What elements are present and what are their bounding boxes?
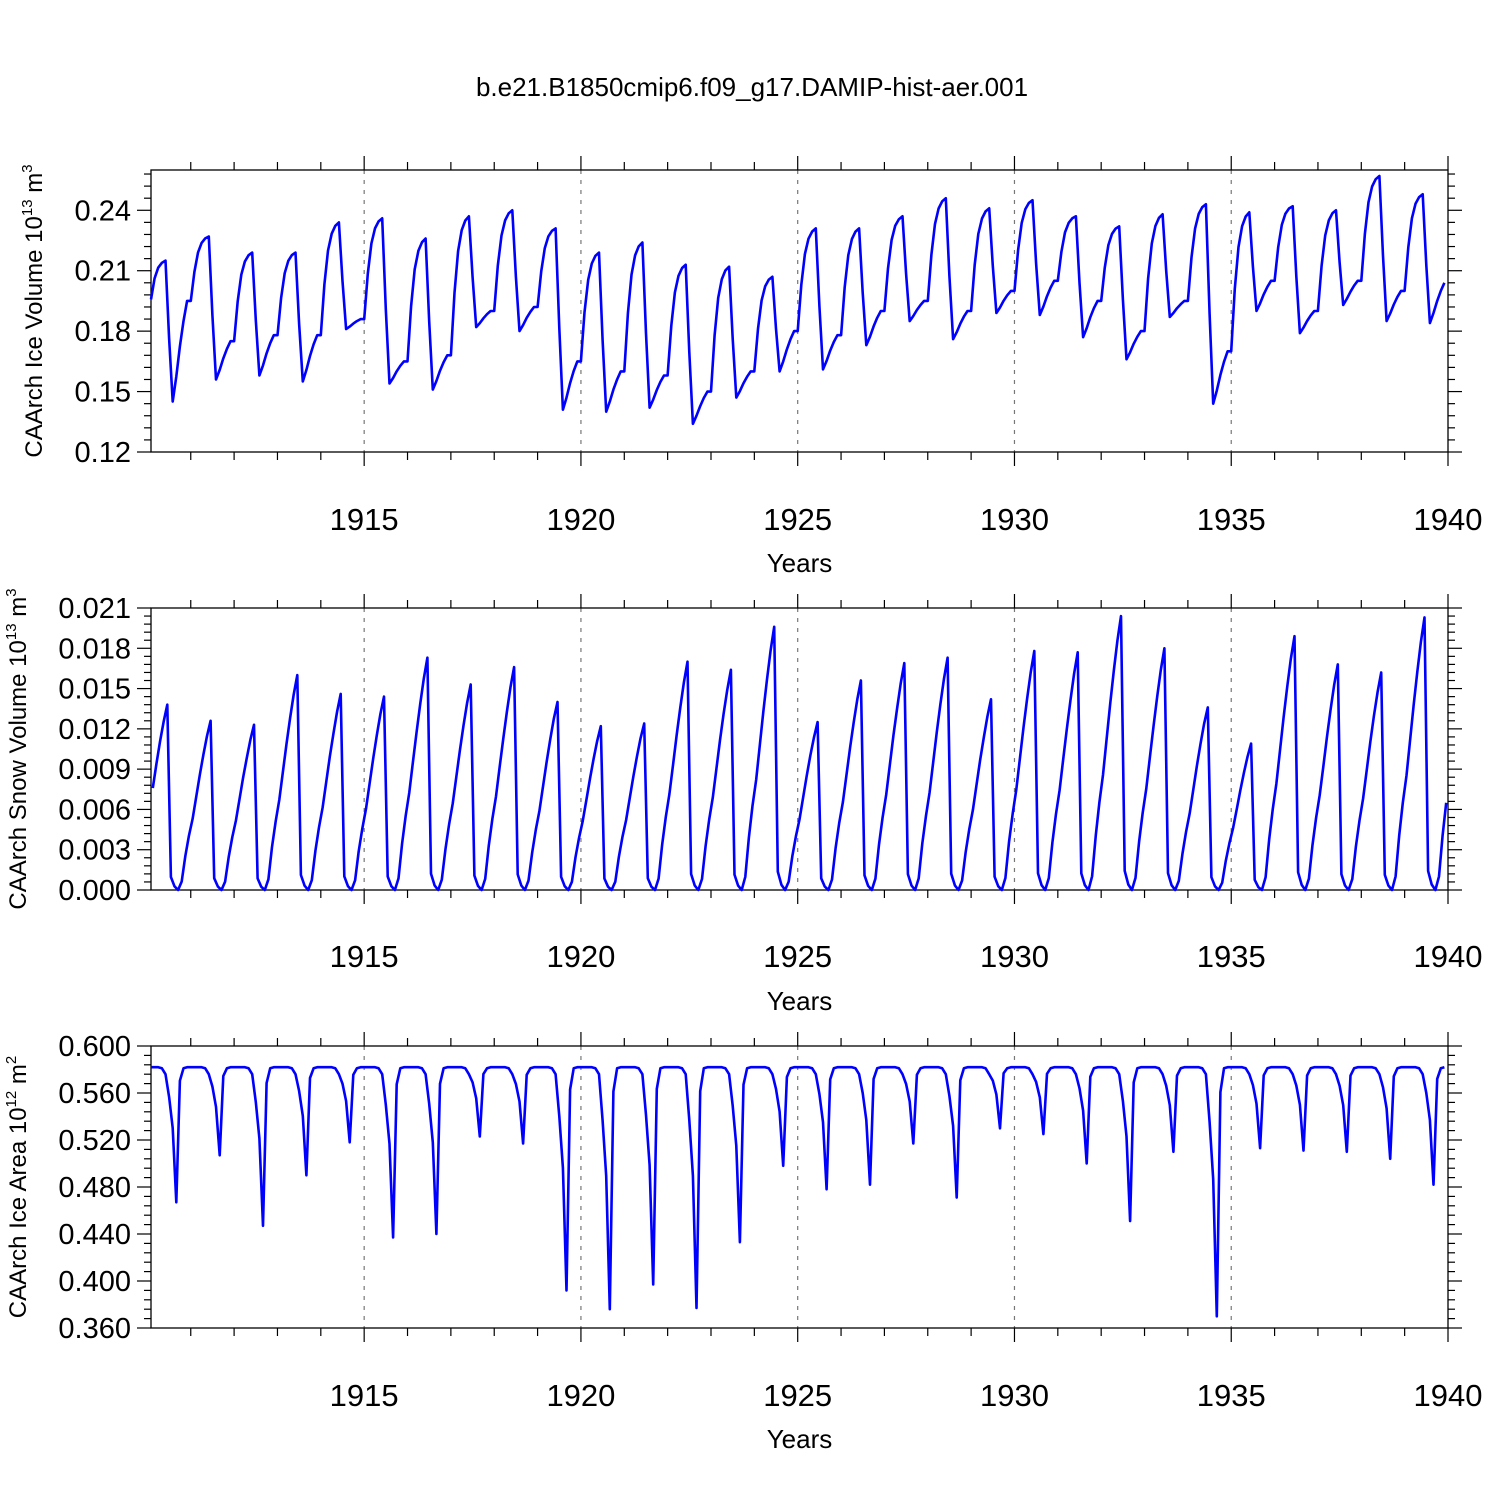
x-tick-label: 1935 xyxy=(1197,939,1266,974)
x-axis-title: Years xyxy=(767,548,833,578)
y-tick-label: 0.21 xyxy=(75,256,131,288)
chart-panel-3: 0.360 0.400 0.440 0.480 0.520 0.560 0.600 1915 1… xyxy=(3,1031,1482,1454)
y-tick-label: 0.24 xyxy=(75,195,131,227)
y-tick-label: 0.18 xyxy=(75,316,131,348)
y-axis-title-superscript: 2 xyxy=(3,1056,20,1064)
x-tick-label: 1930 xyxy=(980,939,1049,974)
plot-frame xyxy=(150,169,1449,453)
y-tick-label: 0.003 xyxy=(58,835,131,867)
x-tick-label: 1930 xyxy=(980,502,1049,537)
y-axis-title-superscript: 13 xyxy=(19,199,36,216)
y-tick-label: 0.018 xyxy=(58,633,131,665)
y-tick-label: 0.480 xyxy=(58,1172,131,1204)
x-axis-title: Years xyxy=(767,1424,833,1454)
panels: 0.12 0.15 0.18 0.21 0.24 1915 1920 1925 1930 1935… xyxy=(3,156,1482,1454)
x-tick-label: 1915 xyxy=(330,1378,399,1413)
y-tick-label: 0.12 xyxy=(75,437,131,469)
y-axis-title-text: CAArch Snow Volume 10 xyxy=(5,640,32,909)
y-axis-title-text: CAArch Ice Volume 10 xyxy=(21,216,48,457)
y-axis-title: CAArch Ice Area 1012 m2 xyxy=(3,1056,32,1318)
x-tick-label: 1920 xyxy=(546,1378,615,1413)
y-tick-label: 0.012 xyxy=(58,714,131,746)
y-tick-label: 0.360 xyxy=(58,1313,131,1345)
x-tick-label: 1925 xyxy=(763,502,832,537)
y-tick-label: 0.400 xyxy=(58,1266,131,1298)
series-line-2 xyxy=(151,614,1448,892)
y-axis-title-superscript: 12 xyxy=(3,1091,20,1108)
x-tick-label: 1940 xyxy=(1414,939,1483,974)
plot-frame xyxy=(150,607,1449,891)
y-axis-title-superscript: 3 xyxy=(3,588,20,596)
x-tick-label: 1915 xyxy=(330,502,399,537)
plot-frame xyxy=(150,1045,1449,1329)
y-tick-label: 0.560 xyxy=(58,1078,131,1110)
y-tick-label: 0.021 xyxy=(58,593,131,625)
y-axis-title-superscript: 13 xyxy=(3,623,20,640)
y-axis-title: CAArch Snow Volume 1013 m3 xyxy=(3,588,32,909)
x-tick-label: 1935 xyxy=(1197,1378,1266,1413)
y-tick-label: 0.15 xyxy=(75,377,131,409)
x-tick-label: 1920 xyxy=(546,502,615,537)
y-tick-label: 0.015 xyxy=(58,674,131,706)
figure-title: b.e21.B1850cmip6.f09_g17.DAMIP-hist-aer.… xyxy=(476,72,1028,102)
series-line-1 xyxy=(149,174,1446,426)
series-line-3 xyxy=(151,1065,1445,1318)
y-tick-label: 0.000 xyxy=(58,875,131,907)
y-tick-label: 0.600 xyxy=(58,1031,131,1063)
chart-panel-2: 0.000 0.003 0.006 0.009 0.012 0.015 0.018 0.021… xyxy=(3,588,1482,1016)
x-tick-label: 1940 xyxy=(1414,502,1483,537)
x-tick-label: 1920 xyxy=(546,939,615,974)
x-tick-label: 1915 xyxy=(330,939,399,974)
x-axis-title: Years xyxy=(767,986,833,1016)
y-axis-title-superscript: 3 xyxy=(19,164,36,172)
x-tick-label: 1925 xyxy=(763,1378,832,1413)
y-tick-label: 0.520 xyxy=(58,1125,131,1157)
x-tick-label: 1940 xyxy=(1414,1378,1483,1413)
x-tick-label: 1930 xyxy=(980,1378,1049,1413)
y-axis-title-text: m xyxy=(21,173,48,200)
y-axis-title-text: m xyxy=(5,1064,32,1091)
y-axis-title: CAArch Ice Volume 1013 m3 xyxy=(19,164,48,457)
y-axis-title-text: CAArch Ice Area 10 xyxy=(5,1107,32,1318)
x-tick-label: 1925 xyxy=(763,939,832,974)
chart-panel-1: 0.12 0.15 0.18 0.21 0.24 1915 1920 1925 1930 1935… xyxy=(19,156,1482,578)
y-tick-label: 0.006 xyxy=(58,794,131,826)
x-tick-label: 1935 xyxy=(1197,502,1266,537)
y-axis-title-text: m xyxy=(5,597,32,624)
y-tick-label: 0.009 xyxy=(58,754,131,786)
y-tick-label: 0.440 xyxy=(58,1219,131,1251)
